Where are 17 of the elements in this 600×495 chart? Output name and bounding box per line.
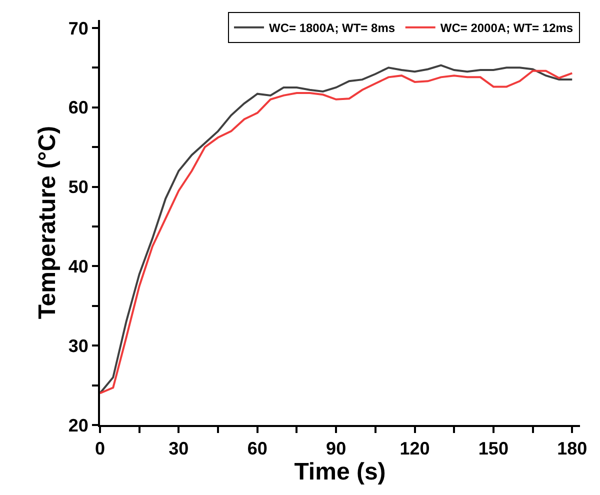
- legend-label: WC= 2000A; WT= 12ms: [440, 21, 574, 36]
- y-tick-label: 60: [68, 98, 88, 118]
- x-tick-label: 60: [247, 438, 268, 459]
- x-tick-label: 180: [557, 438, 588, 459]
- y-tick-label: 70: [68, 18, 88, 38]
- y-tick-label: 50: [68, 177, 88, 198]
- legend-label: WC= 1800A; WT= 8ms: [269, 21, 396, 36]
- x-tick-label: 30: [168, 438, 189, 459]
- y-axis-title: Temperature (°C): [34, 126, 61, 320]
- x-tick-label: 120: [400, 438, 430, 459]
- y-tick-label: 30: [68, 336, 88, 356]
- x-tick-label: 0: [94, 438, 106, 459]
- y-tick-label: 20: [68, 415, 88, 436]
- x-axis-title: Time (s): [294, 458, 386, 486]
- x-tick-label: 150: [478, 438, 508, 459]
- x-tick-label: 90: [326, 438, 346, 459]
- y-tick-label: 40: [68, 256, 88, 276]
